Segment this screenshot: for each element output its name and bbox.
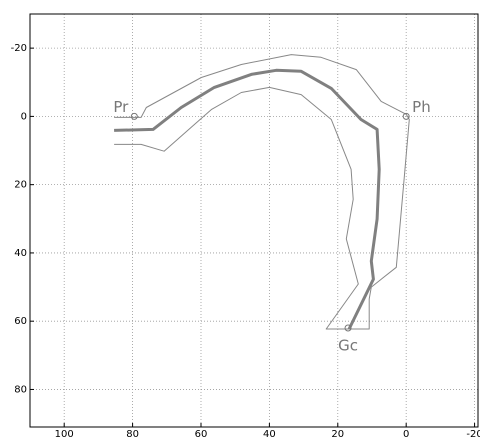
point-label: Pr	[113, 98, 129, 116]
point-label: Ph	[412, 98, 431, 116]
point-marker	[402, 112, 410, 120]
point-marker	[130, 112, 138, 120]
x-tick-label: 0	[403, 429, 409, 439]
plot-area	[30, 14, 478, 427]
y-tick-label: 40	[14, 248, 27, 259]
x-tick-label: 40	[263, 429, 276, 439]
x-tick-label: 60	[195, 429, 208, 439]
x-tick-label: 80	[126, 429, 139, 439]
y-tick-label: 0	[21, 111, 27, 122]
y-tick-label: 20	[14, 180, 27, 191]
x-tick-label: 20	[331, 429, 344, 439]
plot-frame	[29, 13, 479, 428]
y-tick-label: 60	[14, 316, 27, 327]
point-label: Gc	[338, 337, 358, 355]
x-tick-label: -20	[466, 429, 480, 439]
point-marker	[344, 324, 352, 332]
series-line	[114, 54, 410, 330]
y-tick-label: -20	[11, 43, 27, 54]
series-line	[114, 68, 381, 330]
y-tick-label: 80	[14, 384, 27, 395]
x-tick-label: 100	[55, 429, 74, 439]
